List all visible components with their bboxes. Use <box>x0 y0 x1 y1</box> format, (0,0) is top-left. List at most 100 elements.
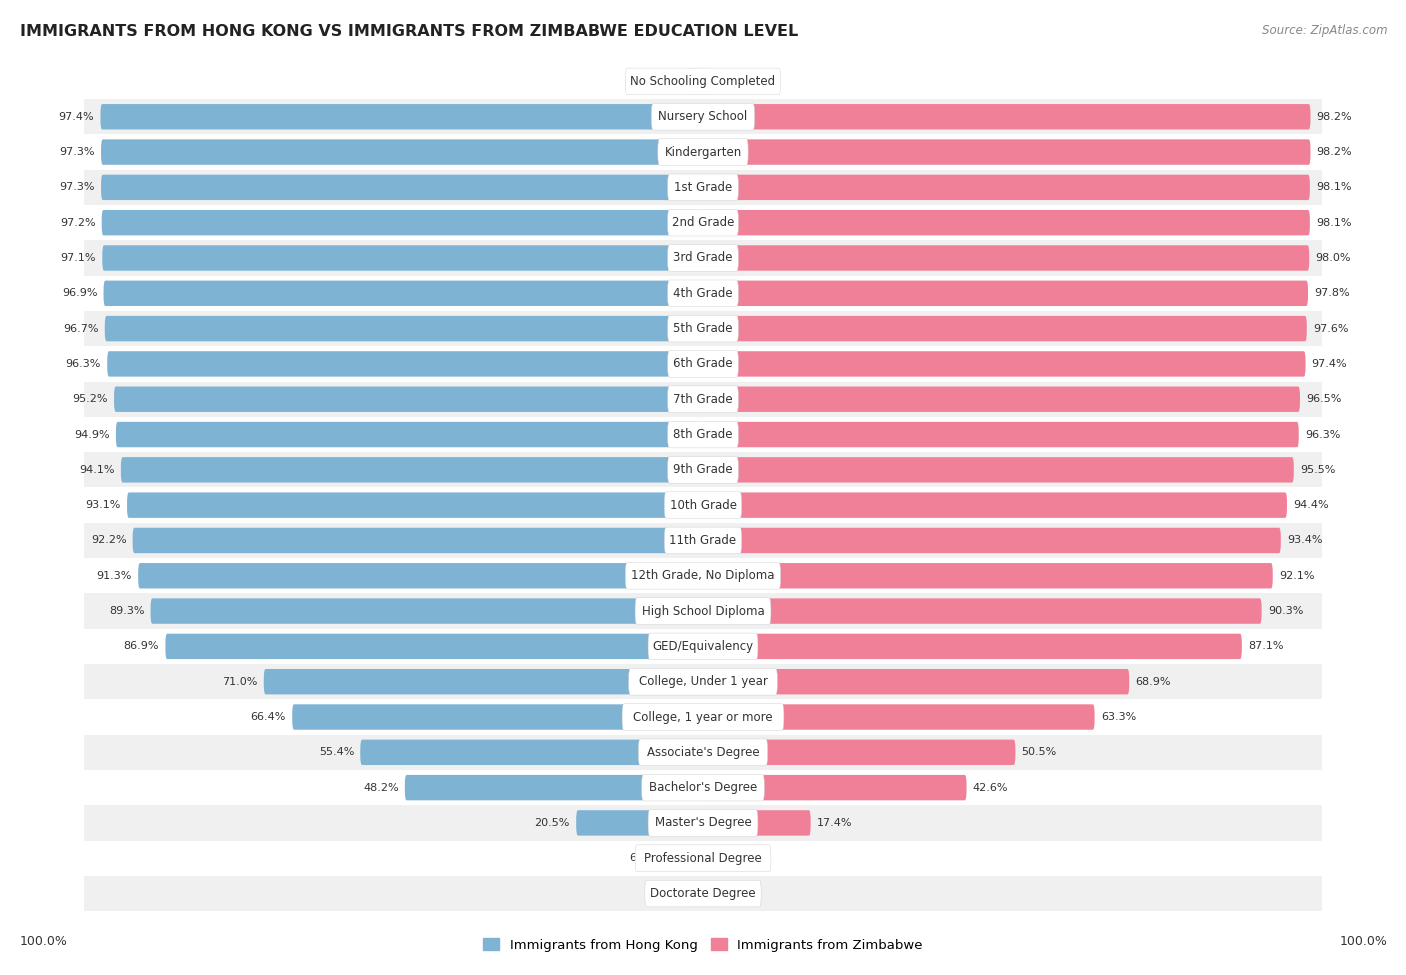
Text: 96.3%: 96.3% <box>1305 430 1340 440</box>
FancyBboxPatch shape <box>104 281 703 306</box>
FancyBboxPatch shape <box>648 809 758 837</box>
FancyBboxPatch shape <box>127 492 703 518</box>
Text: High School Diploma: High School Diploma <box>641 604 765 617</box>
FancyBboxPatch shape <box>626 563 780 589</box>
Text: 89.3%: 89.3% <box>108 606 145 616</box>
Text: 63.3%: 63.3% <box>1101 712 1136 722</box>
Text: Master's Degree: Master's Degree <box>655 816 751 830</box>
Text: 97.4%: 97.4% <box>59 112 94 122</box>
Text: 94.1%: 94.1% <box>79 465 115 475</box>
FancyBboxPatch shape <box>360 740 703 765</box>
FancyBboxPatch shape <box>150 599 703 624</box>
FancyBboxPatch shape <box>703 104 1310 130</box>
FancyBboxPatch shape <box>703 175 1310 200</box>
FancyBboxPatch shape <box>703 845 735 871</box>
Text: 3rd Grade: 3rd Grade <box>673 252 733 264</box>
Text: 98.1%: 98.1% <box>1316 217 1351 228</box>
FancyBboxPatch shape <box>638 739 768 765</box>
FancyBboxPatch shape <box>84 135 1322 170</box>
FancyBboxPatch shape <box>115 422 703 448</box>
Text: 12th Grade, No Diploma: 12th Grade, No Diploma <box>631 569 775 582</box>
FancyBboxPatch shape <box>84 594 1322 629</box>
Text: 94.4%: 94.4% <box>1294 500 1329 510</box>
Text: 98.1%: 98.1% <box>1316 182 1351 192</box>
FancyBboxPatch shape <box>84 770 1322 805</box>
FancyBboxPatch shape <box>636 598 770 624</box>
FancyBboxPatch shape <box>641 774 765 801</box>
FancyBboxPatch shape <box>264 669 703 694</box>
FancyBboxPatch shape <box>84 276 1322 311</box>
Text: 97.6%: 97.6% <box>1313 324 1348 333</box>
Text: 87.1%: 87.1% <box>1249 642 1284 651</box>
Text: College, 1 year or more: College, 1 year or more <box>633 711 773 723</box>
Text: Bachelor's Degree: Bachelor's Degree <box>650 781 756 794</box>
Text: 96.3%: 96.3% <box>66 359 101 369</box>
Text: IMMIGRANTS FROM HONG KONG VS IMMIGRANTS FROM ZIMBABWE EDUCATION LEVEL: IMMIGRANTS FROM HONG KONG VS IMMIGRANTS … <box>20 24 799 39</box>
Text: 10th Grade: 10th Grade <box>669 498 737 512</box>
FancyBboxPatch shape <box>703 634 1241 659</box>
FancyBboxPatch shape <box>703 457 1294 483</box>
Text: 5.3%: 5.3% <box>742 853 770 863</box>
Text: GED/Equivalency: GED/Equivalency <box>652 640 754 653</box>
FancyBboxPatch shape <box>668 351 738 377</box>
FancyBboxPatch shape <box>405 775 703 800</box>
FancyBboxPatch shape <box>651 103 755 130</box>
FancyBboxPatch shape <box>84 311 1322 346</box>
Text: Doctorate Degree: Doctorate Degree <box>650 887 756 900</box>
FancyBboxPatch shape <box>84 734 1322 770</box>
Text: Source: ZipAtlas.com: Source: ZipAtlas.com <box>1263 24 1388 37</box>
FancyBboxPatch shape <box>84 876 1322 912</box>
FancyBboxPatch shape <box>703 740 1015 765</box>
Text: 4th Grade: 4th Grade <box>673 287 733 299</box>
Text: 71.0%: 71.0% <box>222 677 257 686</box>
Text: 92.2%: 92.2% <box>91 535 127 545</box>
Text: 98.0%: 98.0% <box>1316 253 1351 263</box>
FancyBboxPatch shape <box>576 810 703 836</box>
FancyBboxPatch shape <box>658 138 748 166</box>
FancyBboxPatch shape <box>703 492 1286 518</box>
FancyBboxPatch shape <box>668 210 738 236</box>
FancyBboxPatch shape <box>105 316 703 341</box>
FancyBboxPatch shape <box>84 205 1322 241</box>
Text: 92.1%: 92.1% <box>1279 570 1315 581</box>
Text: 55.4%: 55.4% <box>319 747 354 758</box>
Text: 97.2%: 97.2% <box>60 217 96 228</box>
FancyBboxPatch shape <box>101 139 703 165</box>
FancyBboxPatch shape <box>703 880 717 906</box>
Text: 98.2%: 98.2% <box>1316 112 1353 122</box>
FancyBboxPatch shape <box>703 563 1272 589</box>
Text: 1st Grade: 1st Grade <box>673 181 733 194</box>
FancyBboxPatch shape <box>686 880 703 906</box>
Text: 97.8%: 97.8% <box>1315 289 1350 298</box>
FancyBboxPatch shape <box>84 629 1322 664</box>
Text: 97.3%: 97.3% <box>59 182 94 192</box>
FancyBboxPatch shape <box>84 488 1322 523</box>
Text: No Schooling Completed: No Schooling Completed <box>630 75 776 88</box>
FancyBboxPatch shape <box>84 558 1322 594</box>
FancyBboxPatch shape <box>668 174 738 201</box>
Text: 97.1%: 97.1% <box>60 253 96 263</box>
FancyBboxPatch shape <box>84 381 1322 417</box>
Legend: Immigrants from Hong Kong, Immigrants from Zimbabwe: Immigrants from Hong Kong, Immigrants fr… <box>478 933 928 957</box>
FancyBboxPatch shape <box>84 699 1322 734</box>
FancyBboxPatch shape <box>132 527 703 553</box>
Text: 5th Grade: 5th Grade <box>673 322 733 335</box>
Text: 2nd Grade: 2nd Grade <box>672 216 734 229</box>
Text: 100.0%: 100.0% <box>1340 935 1388 948</box>
FancyBboxPatch shape <box>166 634 703 659</box>
FancyBboxPatch shape <box>703 139 1310 165</box>
Text: 97.3%: 97.3% <box>59 147 94 157</box>
Text: 2.7%: 2.7% <box>651 76 681 87</box>
Text: 95.2%: 95.2% <box>72 394 108 405</box>
FancyBboxPatch shape <box>138 563 703 589</box>
FancyBboxPatch shape <box>103 246 703 271</box>
Text: Professional Degree: Professional Degree <box>644 852 762 865</box>
FancyBboxPatch shape <box>703 281 1308 306</box>
FancyBboxPatch shape <box>101 210 703 235</box>
Text: 97.4%: 97.4% <box>1312 359 1347 369</box>
Text: 95.5%: 95.5% <box>1301 465 1336 475</box>
Text: 96.9%: 96.9% <box>62 289 97 298</box>
Text: Nursery School: Nursery School <box>658 110 748 123</box>
FancyBboxPatch shape <box>292 704 703 729</box>
Text: 90.3%: 90.3% <box>1268 606 1303 616</box>
